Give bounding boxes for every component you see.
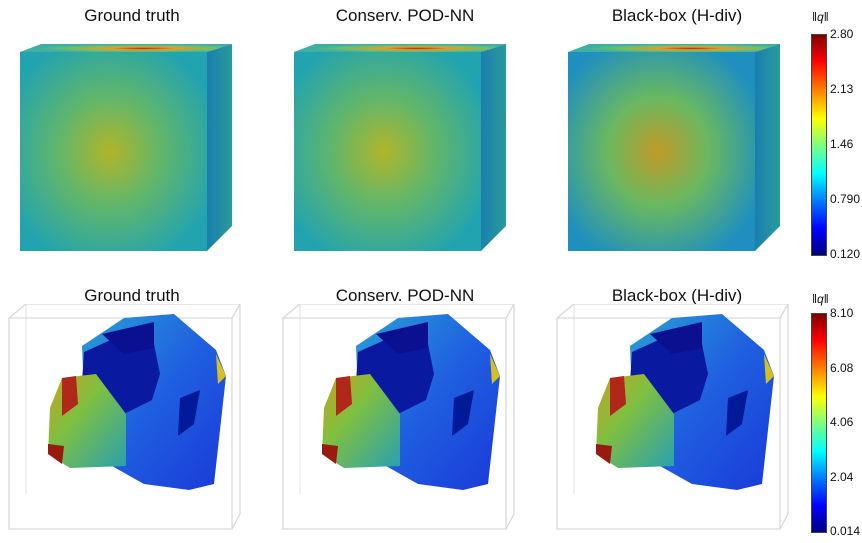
colorbar-bottom — [811, 313, 827, 533]
panel-title-r2c2: Conserv. POD-NN — [335, 286, 475, 305]
colorbar-top — [811, 34, 827, 256]
colorbar-bottom-tick-3: 2.04 — [830, 470, 854, 484]
panel-title-r1c3: Black-box (H-div) — [611, 6, 743, 25]
colorbar-top-tick-0: 2.80 — [830, 27, 854, 41]
cube-conserv-pod-nn — [294, 44, 506, 251]
colorbar-bottom-tick-4: 0.014 — [830, 524, 861, 538]
colorbar-top-tick-3: 0.790 — [830, 192, 861, 206]
panel-title-r1c1: Ground truth — [84, 6, 180, 25]
panel-title-r2c3: Black-box (H-div) — [611, 286, 743, 305]
panel-title-r1c2: Conserv. POD-NN — [335, 6, 475, 25]
colorbar-bottom-tick-2: 4.06 — [830, 415, 854, 429]
cube-ground-truth — [20, 44, 232, 251]
colorbar-bottom-tick-1: 6.08 — [830, 361, 854, 375]
colorbar-top-tick-4: 0.120 — [830, 247, 861, 261]
colorbar-label-bottom: ‖q‖ — [812, 292, 829, 306]
blob-black-box — [556, 304, 789, 530]
panel-title-r2c1: Ground truth — [84, 286, 180, 305]
colorbar-top-tick-2: 1.46 — [830, 137, 854, 151]
colorbar-label-top: ‖q‖ — [812, 10, 829, 24]
cube-black-box — [568, 44, 780, 251]
colorbar-top-tick-1: 2.13 — [830, 82, 854, 96]
colorbar-bottom-tick-0: 8.10 — [830, 306, 854, 320]
blob-ground-truth — [8, 304, 241, 530]
blob-conserv-pod-nn — [282, 304, 515, 530]
